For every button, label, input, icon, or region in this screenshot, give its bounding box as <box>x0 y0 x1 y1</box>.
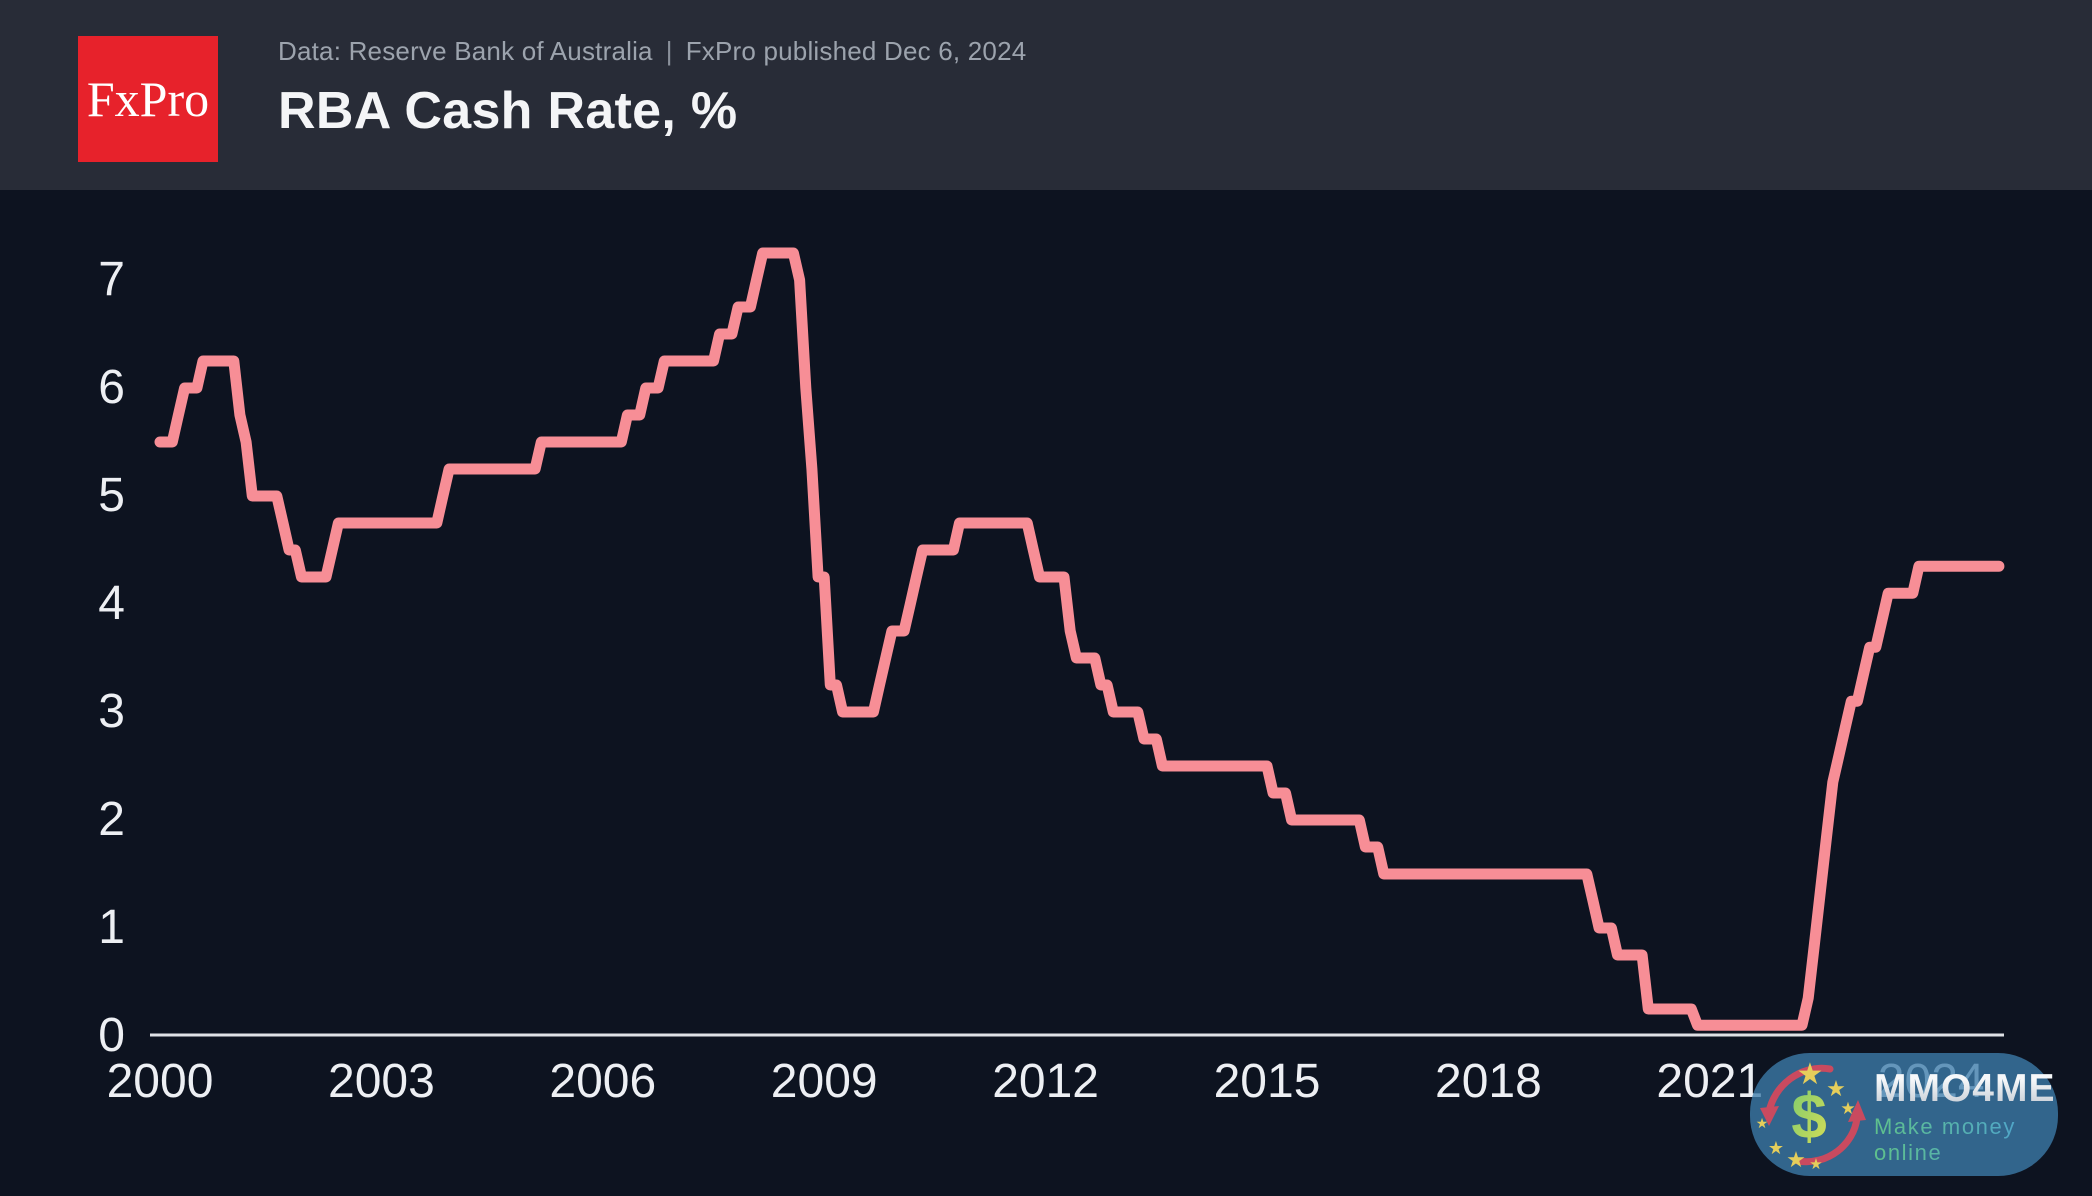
watermark-text-block: MMO4ME Make money online <box>1874 1067 2056 1166</box>
x-tick-label: 2012 <box>992 1055 1099 1108</box>
separator: | <box>665 36 673 66</box>
money-cycle-icon: $ ★ ★★★★ ★ ★ <box>1756 1057 1866 1173</box>
x-tick-label: 2003 <box>328 1055 435 1108</box>
y-tick-label: 2 <box>98 793 125 846</box>
star-icon: ★ <box>1809 1155 1822 1173</box>
x-tick-label: 2009 <box>770 1055 878 1108</box>
refresh-arrow-right-icon <box>1794 1099 1866 1165</box>
y-tick-label: 3 <box>98 685 125 738</box>
page-title: RBA Cash Rate, % <box>278 82 738 140</box>
y-tick-label: 7 <box>98 253 125 306</box>
published-text: FxPro published Dec 6, 2024 <box>685 36 1027 66</box>
fxpro-logo-text: FxPro <box>86 71 210 127</box>
star-icon: ★ <box>1826 1077 1846 1102</box>
watermark-tagline: Make money online <box>1874 1114 2056 1166</box>
source-line: Data: Reserve Bank of Australia | FxPro pu… <box>278 36 1026 67</box>
star-icons: ★ ★★★★ ★ ★ <box>1756 1057 1856 1173</box>
watermark-brand: MMO4ME <box>1874 1067 2056 1111</box>
mmo4me-watermark: $ ★ ★ ★ ★ ★ ★ ★ MMO4ME Make money online <box>1750 1053 2058 1176</box>
header-bar: FxPro Data: Reserve Bank of Australia | Fx… <box>0 0 2092 190</box>
star-icon: ★ <box>1797 1057 1824 1092</box>
x-tick-label: 2006 <box>549 1055 657 1108</box>
dollar-sign-icon: $ <box>1791 1080 1827 1152</box>
x-tick-label: 2018 <box>1435 1055 1542 1108</box>
y-tick-label: 1 <box>98 901 125 954</box>
data-source-text: Data: Reserve Bank of Australia <box>278 36 653 66</box>
y-tick-label: 6 <box>98 361 125 414</box>
y-tick-label: 5 <box>98 469 125 522</box>
star-icon: ★ <box>1840 1099 1855 1119</box>
star-icon: ★ <box>1786 1148 1806 1173</box>
x-tick-label: 2015 <box>1213 1055 1321 1108</box>
fxpro-logo: FxPro <box>78 36 218 162</box>
cash-rate-line <box>154 247 2005 1031</box>
star-icon: ★ <box>1756 1116 1769 1132</box>
star-icon: ★ <box>1768 1138 1784 1159</box>
x-tick-label: 2000 <box>106 1055 214 1108</box>
y-tick-label: 0 <box>98 1009 125 1062</box>
refresh-arrow-left-icon <box>1760 1064 1834 1126</box>
header-text-block: Data: Reserve Bank of Australia | FxPro pu… <box>278 36 1026 141</box>
y-tick-label: 4 <box>98 577 125 630</box>
x-tick-label: 2021 <box>1656 1055 1764 1108</box>
